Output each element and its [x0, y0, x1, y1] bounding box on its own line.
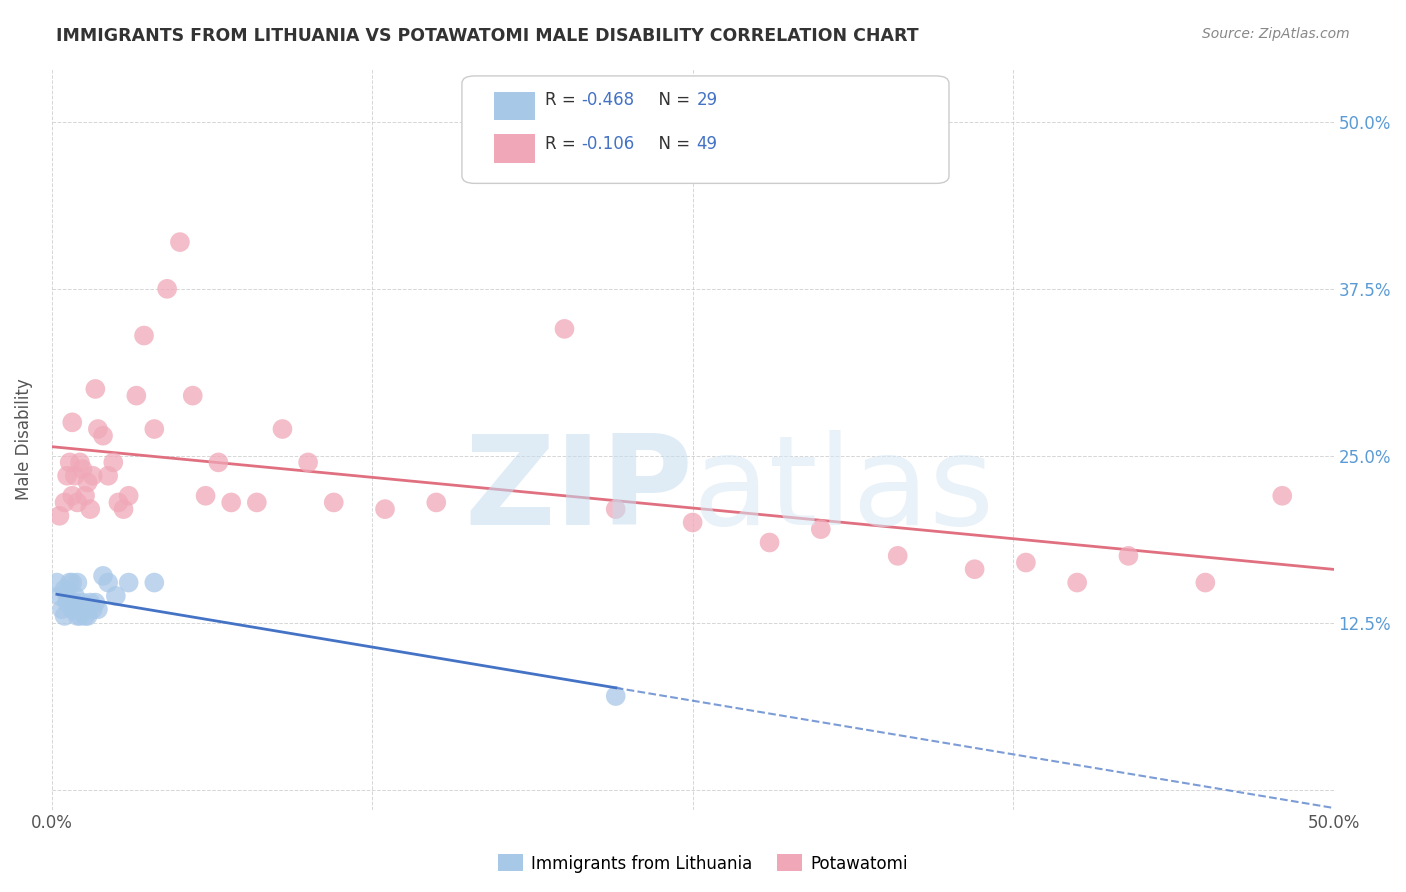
Point	[60, 575, 83, 590]
FancyBboxPatch shape	[494, 92, 534, 120]
Point	[1194, 575, 1216, 590]
Point	[87, 602, 110, 616]
Point	[169, 235, 191, 249]
Point	[63, 468, 86, 483]
Point	[118, 575, 141, 590]
Point	[810, 522, 832, 536]
Point	[53, 609, 76, 624]
Point	[297, 455, 319, 469]
Text: N =: N =	[648, 136, 695, 153]
Point	[97, 575, 120, 590]
Point	[322, 495, 344, 509]
Point	[48, 589, 70, 603]
Point	[82, 602, 104, 616]
Point	[194, 489, 217, 503]
Point	[72, 596, 94, 610]
Point	[1271, 489, 1294, 503]
Point	[271, 422, 294, 436]
Text: Source: ZipAtlas.com: Source: ZipAtlas.com	[1202, 27, 1350, 41]
Point	[82, 468, 104, 483]
Point	[56, 596, 79, 610]
Point	[60, 602, 83, 616]
FancyBboxPatch shape	[494, 135, 534, 162]
Text: atlas: atlas	[693, 431, 995, 551]
Point	[69, 609, 91, 624]
Point	[103, 455, 125, 469]
Point	[181, 389, 204, 403]
Point	[84, 382, 107, 396]
Point	[1118, 549, 1140, 563]
Point	[59, 455, 82, 469]
Point	[63, 589, 86, 603]
Point	[246, 495, 269, 509]
Point	[1015, 556, 1038, 570]
Point	[56, 468, 79, 483]
Text: -0.106: -0.106	[581, 136, 634, 153]
Text: 29: 29	[696, 91, 717, 109]
Point	[48, 508, 70, 523]
Point	[605, 502, 627, 516]
Point	[219, 495, 242, 509]
Point	[97, 468, 120, 483]
Point	[59, 575, 82, 590]
Point	[63, 596, 86, 610]
Text: N =: N =	[648, 91, 695, 109]
Point	[156, 282, 179, 296]
Text: ZIP: ZIP	[464, 431, 693, 551]
Y-axis label: Male Disability: Male Disability	[15, 378, 32, 500]
Point	[112, 502, 135, 516]
Point	[60, 415, 83, 429]
Point	[76, 475, 98, 490]
Point	[118, 489, 141, 503]
Point	[425, 495, 447, 509]
Point	[91, 428, 114, 442]
Point	[758, 535, 780, 549]
Text: R =: R =	[546, 91, 581, 109]
Point	[886, 549, 908, 563]
Text: IMMIGRANTS FROM LITHUANIA VS POTAWATOMI MALE DISABILITY CORRELATION CHART: IMMIGRANTS FROM LITHUANIA VS POTAWATOMI …	[56, 27, 920, 45]
FancyBboxPatch shape	[463, 76, 949, 184]
Point	[84, 596, 107, 610]
Text: 49: 49	[696, 136, 717, 153]
Point	[125, 389, 148, 403]
Point	[79, 596, 101, 610]
Point	[51, 602, 73, 616]
Point	[53, 582, 76, 597]
Point	[76, 609, 98, 624]
Point	[60, 489, 83, 503]
Point	[143, 575, 166, 590]
Point	[72, 462, 94, 476]
Point	[132, 328, 155, 343]
Legend: Immigrants from Lithuania, Potawatomi: Immigrants from Lithuania, Potawatomi	[491, 847, 915, 880]
Point	[605, 689, 627, 703]
Point	[91, 569, 114, 583]
Point	[66, 575, 89, 590]
Point	[75, 609, 97, 624]
Point	[53, 495, 76, 509]
Point	[87, 422, 110, 436]
Text: -0.468: -0.468	[581, 91, 634, 109]
Point	[56, 589, 79, 603]
Point	[59, 596, 82, 610]
Point	[69, 455, 91, 469]
Point	[207, 455, 229, 469]
Point	[963, 562, 986, 576]
Point	[374, 502, 396, 516]
Point	[553, 322, 575, 336]
Point	[79, 502, 101, 516]
Point	[107, 495, 129, 509]
Point	[1066, 575, 1088, 590]
Point	[66, 609, 89, 624]
Point	[75, 489, 97, 503]
Point	[143, 422, 166, 436]
Point	[45, 575, 67, 590]
Point	[104, 589, 127, 603]
Point	[66, 495, 89, 509]
Text: R =: R =	[546, 136, 581, 153]
Point	[682, 516, 704, 530]
